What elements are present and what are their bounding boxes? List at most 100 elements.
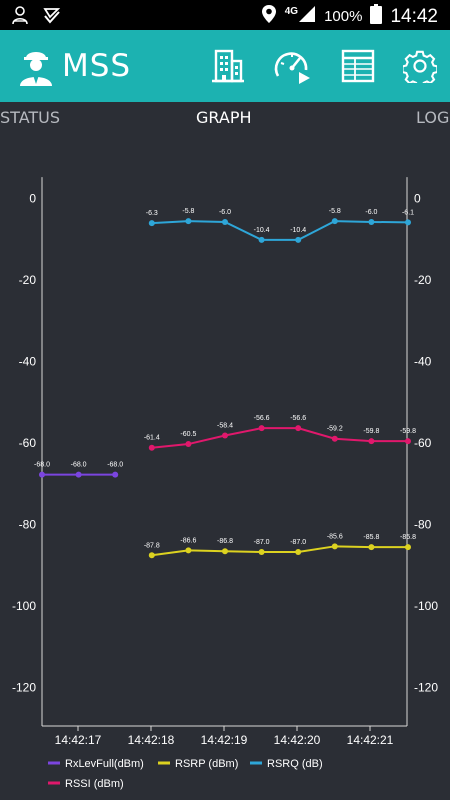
legend-label: RxLevFull(dBm) <box>65 758 144 770</box>
data-point <box>368 438 375 445</box>
data-point <box>331 218 338 225</box>
legend-label: RSRQ (dB) <box>267 758 323 770</box>
data-label: -85.8 <box>400 534 416 541</box>
y-tick-label-left: -120 <box>12 681 36 695</box>
data-label: -6.3 <box>146 210 158 217</box>
check-notification-icon <box>42 5 62 29</box>
tab-graph[interactable]: GRAPH <box>196 108 252 127</box>
series-line <box>151 220 409 241</box>
data-point <box>258 236 265 243</box>
battery-icon <box>370 4 383 29</box>
y-tick-label-right: 0 <box>414 192 421 206</box>
data-point <box>331 435 338 442</box>
y-tick-label-left: 0 <box>29 192 36 206</box>
data-label: -85.6 <box>327 533 343 540</box>
data-point <box>331 543 338 550</box>
data-label: -6.0 <box>365 209 377 216</box>
legend-label: RSSI (dBm) <box>65 778 124 790</box>
legend-label: RSRP (dBm) <box>175 758 238 770</box>
data-point <box>405 438 411 445</box>
data-label: -6.0 <box>219 209 231 216</box>
data-point <box>148 220 155 227</box>
clock: 14:42 <box>390 5 438 27</box>
y-tick-label-left: -60 <box>19 436 37 450</box>
data-label: -68.0 <box>71 462 87 469</box>
x-tick-label: 14:42:17 <box>55 733 102 747</box>
data-point <box>295 549 302 556</box>
location-icon <box>261 4 277 29</box>
data-point <box>39 471 45 478</box>
data-label: -61.4 <box>144 435 160 442</box>
status-bar: 4G 100% 14:42 <box>0 0 450 30</box>
data-point <box>148 444 155 451</box>
y-tick-label-right: -60 <box>414 436 432 450</box>
data-point <box>222 548 228 555</box>
data-label: -87.8 <box>144 542 160 549</box>
tab-bar: STATUS GRAPH LOG <box>0 102 450 136</box>
signal-chart: 0 0 -20 -20 -40 -40 -60 -60 -80 -80 -100 -100 -120 -1… <box>12 177 438 790</box>
data-point <box>405 219 411 226</box>
x-tick-label: 14:42:21 <box>347 733 394 747</box>
data-point <box>185 441 192 448</box>
data-point <box>222 432 228 439</box>
tab-status[interactable]: STATUS <box>0 108 61 127</box>
battery-percent: 100% <box>324 8 363 25</box>
data-label: -59.8 <box>363 428 379 435</box>
data-label: -56.6 <box>254 415 270 422</box>
y-tick-label-left: -80 <box>19 518 37 532</box>
data-label: -5.8 <box>329 208 341 215</box>
data-label: -59.2 <box>327 426 343 433</box>
data-point <box>295 236 302 243</box>
signal-icon <box>298 5 316 28</box>
y-tick-label-right: -100 <box>414 599 438 613</box>
app-title: MSS <box>62 48 132 84</box>
x-tick-label: 14:42:20 <box>274 733 321 747</box>
engineer-avatar-icon <box>16 44 56 92</box>
y-tick-label-right: -120 <box>414 681 438 695</box>
series-line <box>151 545 408 557</box>
data-point <box>75 471 82 478</box>
data-label: -58.4 <box>217 422 233 429</box>
app-bar: MSS <box>0 30 450 102</box>
data-point <box>185 218 192 225</box>
data-label: -5.8 <box>182 208 194 215</box>
data-point <box>258 549 265 556</box>
profile-notification-icon <box>10 5 30 29</box>
data-point <box>405 544 411 551</box>
table-icon[interactable] <box>338 46 378 86</box>
data-label: -86.6 <box>180 537 196 544</box>
y-tick-label-left: -100 <box>12 599 36 613</box>
data-label: -59.8 <box>400 428 416 435</box>
data-point <box>368 544 375 551</box>
data-point <box>295 425 302 432</box>
data-label: -10.4 <box>254 227 270 234</box>
building-icon[interactable] <box>208 46 248 86</box>
y-tick-label-right: -80 <box>414 518 432 532</box>
data-point <box>185 547 192 554</box>
data-label: -68.0 <box>107 462 123 469</box>
data-label: -10.4 <box>290 227 306 234</box>
y-tick-label-left: -40 <box>19 355 37 369</box>
data-point <box>368 218 375 225</box>
x-tick-label: 14:42:18 <box>128 733 175 747</box>
data-label: -85.8 <box>363 534 379 541</box>
data-point <box>222 218 228 225</box>
data-point <box>112 471 119 478</box>
y-tick-label-right: -20 <box>414 273 432 287</box>
speed-test-icon[interactable] <box>272 46 312 86</box>
y-tick-label-left: -20 <box>19 273 37 287</box>
data-label: -87.0 <box>290 539 306 546</box>
data-label: -68.0 <box>34 462 50 469</box>
x-tick-label: 14:42:19 <box>201 733 248 747</box>
data-point <box>258 425 265 432</box>
data-label: -56.6 <box>290 415 306 422</box>
network-type: 4G <box>284 6 299 17</box>
tab-log[interactable]: LOG <box>416 108 450 127</box>
data-label: -6.1 <box>402 209 414 216</box>
data-label: -87.0 <box>254 539 270 546</box>
y-tick-label-right: -40 <box>414 355 432 369</box>
data-label: -60.5 <box>180 431 196 438</box>
data-label: -86.8 <box>217 538 233 545</box>
gear-icon[interactable] <box>400 46 440 86</box>
data-point <box>148 552 155 559</box>
